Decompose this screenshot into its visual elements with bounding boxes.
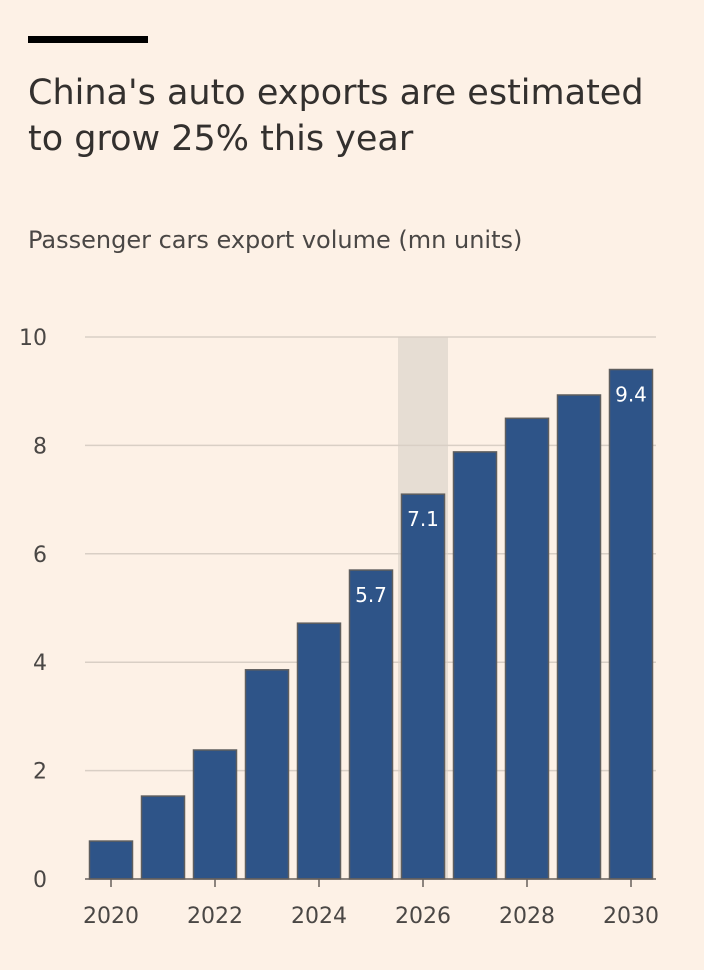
chart-subtitle: Passenger cars export volume (mn units) [28,226,523,254]
y-tick-label: 10 [19,326,47,351]
x-tick-label: 2024 [291,904,347,929]
data-label-2026: 7.1 [407,507,439,531]
y-tick-label: 6 [33,543,47,568]
y-tick-label: 0 [33,868,47,893]
bar-2020 [88,840,134,880]
data-label-2025: 5.7 [355,583,387,607]
header-rule [28,36,148,43]
x-tick-label: 2020 [83,904,139,929]
bar-2023 [244,669,290,880]
x-tick-label: 2028 [499,904,555,929]
bar-2028 [504,417,550,880]
bar-2027 [452,451,498,880]
y-tick-label: 2 [33,760,47,785]
y-tick-label: 4 [33,651,47,676]
bar-2030 [608,368,654,880]
bar-2021 [140,795,186,880]
bar-2029 [556,394,602,880]
data-label-2030: 9.4 [615,383,647,407]
x-tick-label: 2030 [603,904,659,929]
x-tick-label: 2022 [187,904,243,929]
x-tick-label: 2026 [395,904,451,929]
bar-2025 [348,569,394,880]
bar-2022 [192,749,238,880]
bar-2026 [400,493,446,880]
chart-title: China's auto exports are estimated to gr… [28,73,644,159]
bar-2024 [296,622,342,880]
y-tick-label: 8 [33,434,47,459]
